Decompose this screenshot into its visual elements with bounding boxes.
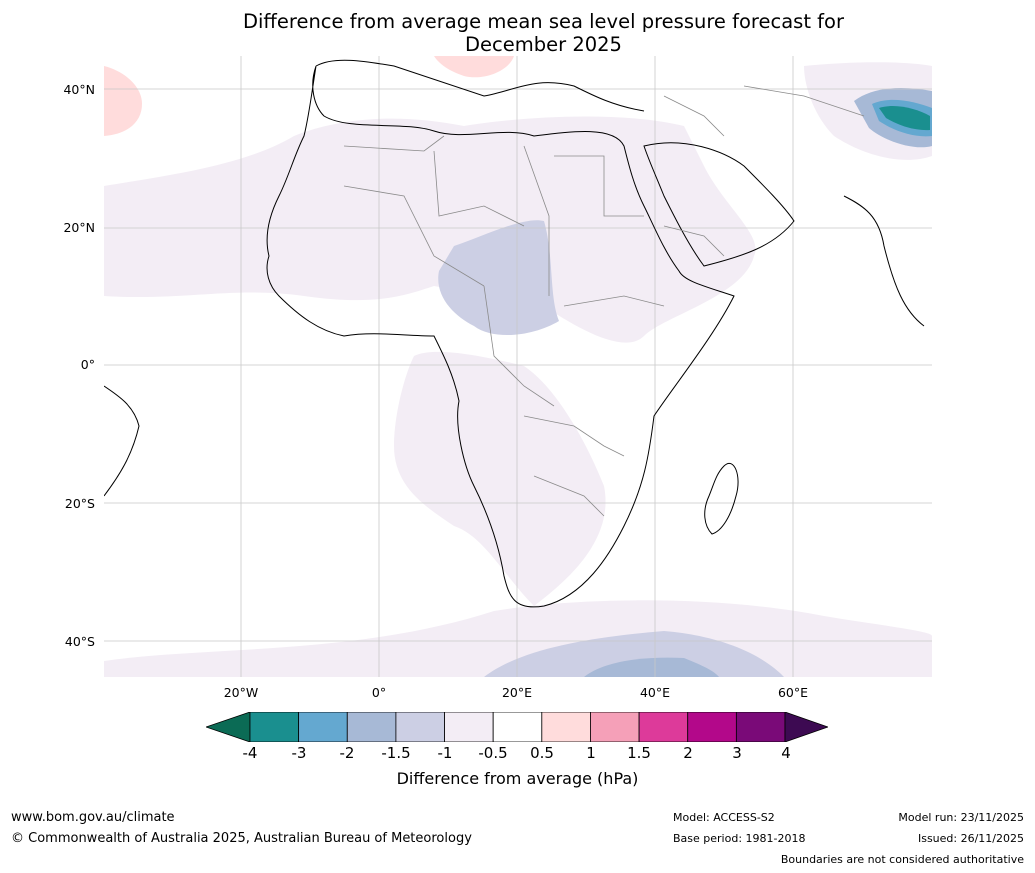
footer-copyright: © Commonwealth of Australia 2025, Austra…: [11, 831, 472, 846]
colorbar-label-minus-1: -1: [437, 744, 453, 762]
madagascar-coastline: [704, 463, 739, 535]
colorbar-label-3: 3: [732, 744, 742, 762]
anomaly-minus-4-asia: [879, 105, 930, 131]
colorbar-swatch: [249, 712, 300, 742]
anomaly-positive-atlantic-west: [104, 66, 142, 136]
footer-model-run: Model run: 23/11/2025: [898, 811, 1024, 824]
footer-model: Model: ACCESS-S2: [673, 811, 775, 824]
colorbar-swatch: [395, 712, 445, 742]
colorbar-label-minus-0-5: -0.5: [478, 744, 508, 762]
colorbar-swatch: [346, 712, 397, 742]
india-coastline: [843, 195, 925, 327]
colorbar-high-extend: [784, 712, 828, 742]
lat-label-40s: 40°S: [64, 634, 95, 649]
colorbar-label-minus-4: -4: [242, 744, 258, 762]
anomaly-negative-central-africa: [394, 351, 606, 606]
colorbar-swatch: [735, 712, 786, 742]
colorbar-label-0-5: 0.5: [530, 744, 554, 762]
title-line-1: Difference from average mean sea level p…: [243, 10, 844, 33]
colorbar-swatch: [638, 712, 689, 742]
europe-coastline: [315, 59, 645, 112]
colorbar-swatch: [590, 712, 640, 742]
colorbar-title: Difference from average (hPa): [396, 769, 639, 788]
colorbar-swatch: [298, 712, 348, 742]
colorbar-label-2: 2: [683, 744, 693, 762]
colorbar-label-minus-3: -3: [291, 744, 307, 762]
title-line-2: December 2025: [465, 33, 622, 56]
colorbar-swatch: [492, 712, 543, 742]
lat-label-40n: 40°N: [63, 82, 95, 97]
footer-disclaimer: Boundaries are not considered authoritat…: [780, 853, 1024, 866]
colorbar-label-4: 4: [781, 744, 791, 762]
colorbar-label-1-5: 1.5: [627, 744, 651, 762]
lat-label-0: 0°: [80, 357, 95, 372]
colorbar-low-extend: [206, 712, 251, 742]
anomaly-negative-north-atlantic: [104, 116, 756, 343]
chart-title: Difference from average mean sea level p…: [0, 10, 1035, 56]
colorbar-label-1: 1: [586, 744, 596, 762]
footer-website-link[interactable]: www.bom.gov.au/climate: [11, 810, 175, 825]
coastlines: [104, 59, 925, 608]
colorbar-boxes: [249, 712, 786, 742]
graticule: [104, 56, 932, 677]
south-america-coastline: [104, 385, 140, 497]
map-panel: [104, 56, 932, 677]
colorbar-swatch: [444, 712, 494, 742]
lat-label-20s: 20°S: [64, 496, 95, 511]
map-svg: [104, 56, 932, 677]
lon-label-0: 0°: [371, 685, 387, 700]
anomaly-minus-1-southern-ocean: [484, 631, 784, 677]
colorbar-swatch: [541, 712, 591, 742]
lon-label-60e: 60°E: [777, 685, 809, 700]
anomaly-minus-1-5-southern-ocean: [584, 657, 719, 677]
colorbar-label-minus-1-5: -1.5: [381, 744, 411, 762]
lon-label-40e: 40°E: [639, 685, 671, 700]
colorbar-swatch: [687, 712, 737, 742]
country-borders: [343, 85, 865, 517]
colorbar: [206, 712, 828, 742]
anomaly-positive-europe: [434, 56, 514, 78]
africa-coastline: [266, 65, 735, 608]
lon-label-20e: 20°E: [501, 685, 533, 700]
lon-label-20w: 20°W: [223, 685, 259, 700]
colorbar-label-minus-2: -2: [339, 744, 355, 762]
footer-issued: Issued: 26/11/2025: [917, 832, 1024, 845]
lat-label-20n: 20°N: [63, 220, 95, 235]
footer-base-period: Base period: 1981-2018: [673, 832, 806, 845]
arabia-coastline: [643, 142, 795, 267]
anomaly-minus-1-sahel: [438, 220, 559, 336]
